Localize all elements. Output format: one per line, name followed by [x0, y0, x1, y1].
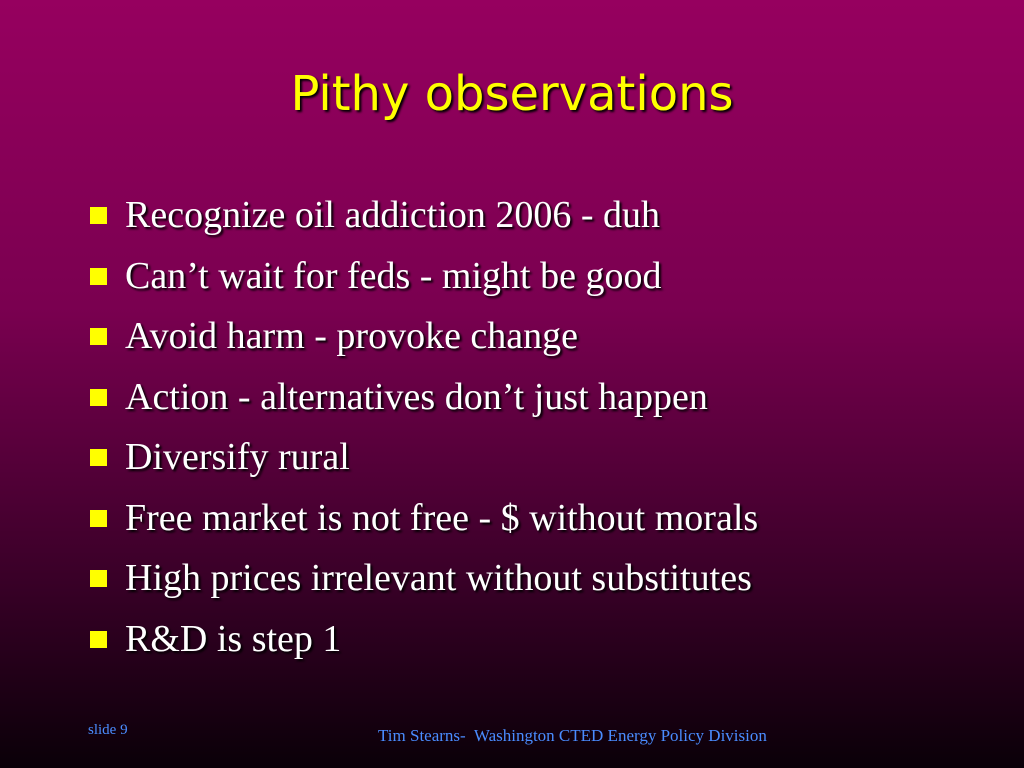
bullet-text: Avoid harm - provoke change [125, 315, 579, 357]
bullet-marker [90, 449, 107, 466]
bullet-item: Can’t wait for feds - might be good [90, 251, 758, 312]
bullet-item: Recognize oil addiction 2006 - duh [90, 190, 758, 251]
bullet-text: High prices irrelevant without substitut… [125, 557, 752, 599]
bullet-item: Diversify rural [90, 432, 758, 493]
slide-title: Pithy observations [290, 66, 734, 122]
bullet-marker [90, 388, 107, 406]
bullet-text: Action - alternatives don’t just happen [125, 375, 708, 418]
bullet-list: Recognize oil addiction 2006 - duh Can’t … [90, 190, 758, 674]
bullet-marker [90, 570, 107, 587]
bullet-marker [90, 328, 107, 345]
bullet-text: R&D is step 1 [125, 617, 342, 660]
bullet-item: R&D is step 1 [90, 614, 758, 675]
bullet-item: High prices irrelevant without substitut… [90, 553, 758, 614]
bullet-text: Diversify rural [125, 436, 350, 478]
bullet-text: Can’t wait for feds - might be good [125, 254, 662, 297]
footer-credit: Tim Stearns- Washington CTED Energy Poli… [378, 726, 767, 745]
bullet-marker [90, 207, 107, 224]
bullet-marker [90, 267, 107, 285]
bullet-marker [90, 630, 107, 648]
bullet-item: Avoid harm - provoke change [90, 311, 758, 372]
bullet-text: Free market is not free - $ without mora… [125, 496, 759, 539]
bullet-item: Free market is not free - $ without mora… [90, 493, 758, 554]
bullet-marker [90, 509, 107, 527]
bullet-item: Action - alternatives don’t just happen [90, 372, 758, 433]
bullet-text: Recognize oil addiction 2006 - duh [125, 194, 661, 236]
slide-number: slide 9 [88, 722, 128, 738]
